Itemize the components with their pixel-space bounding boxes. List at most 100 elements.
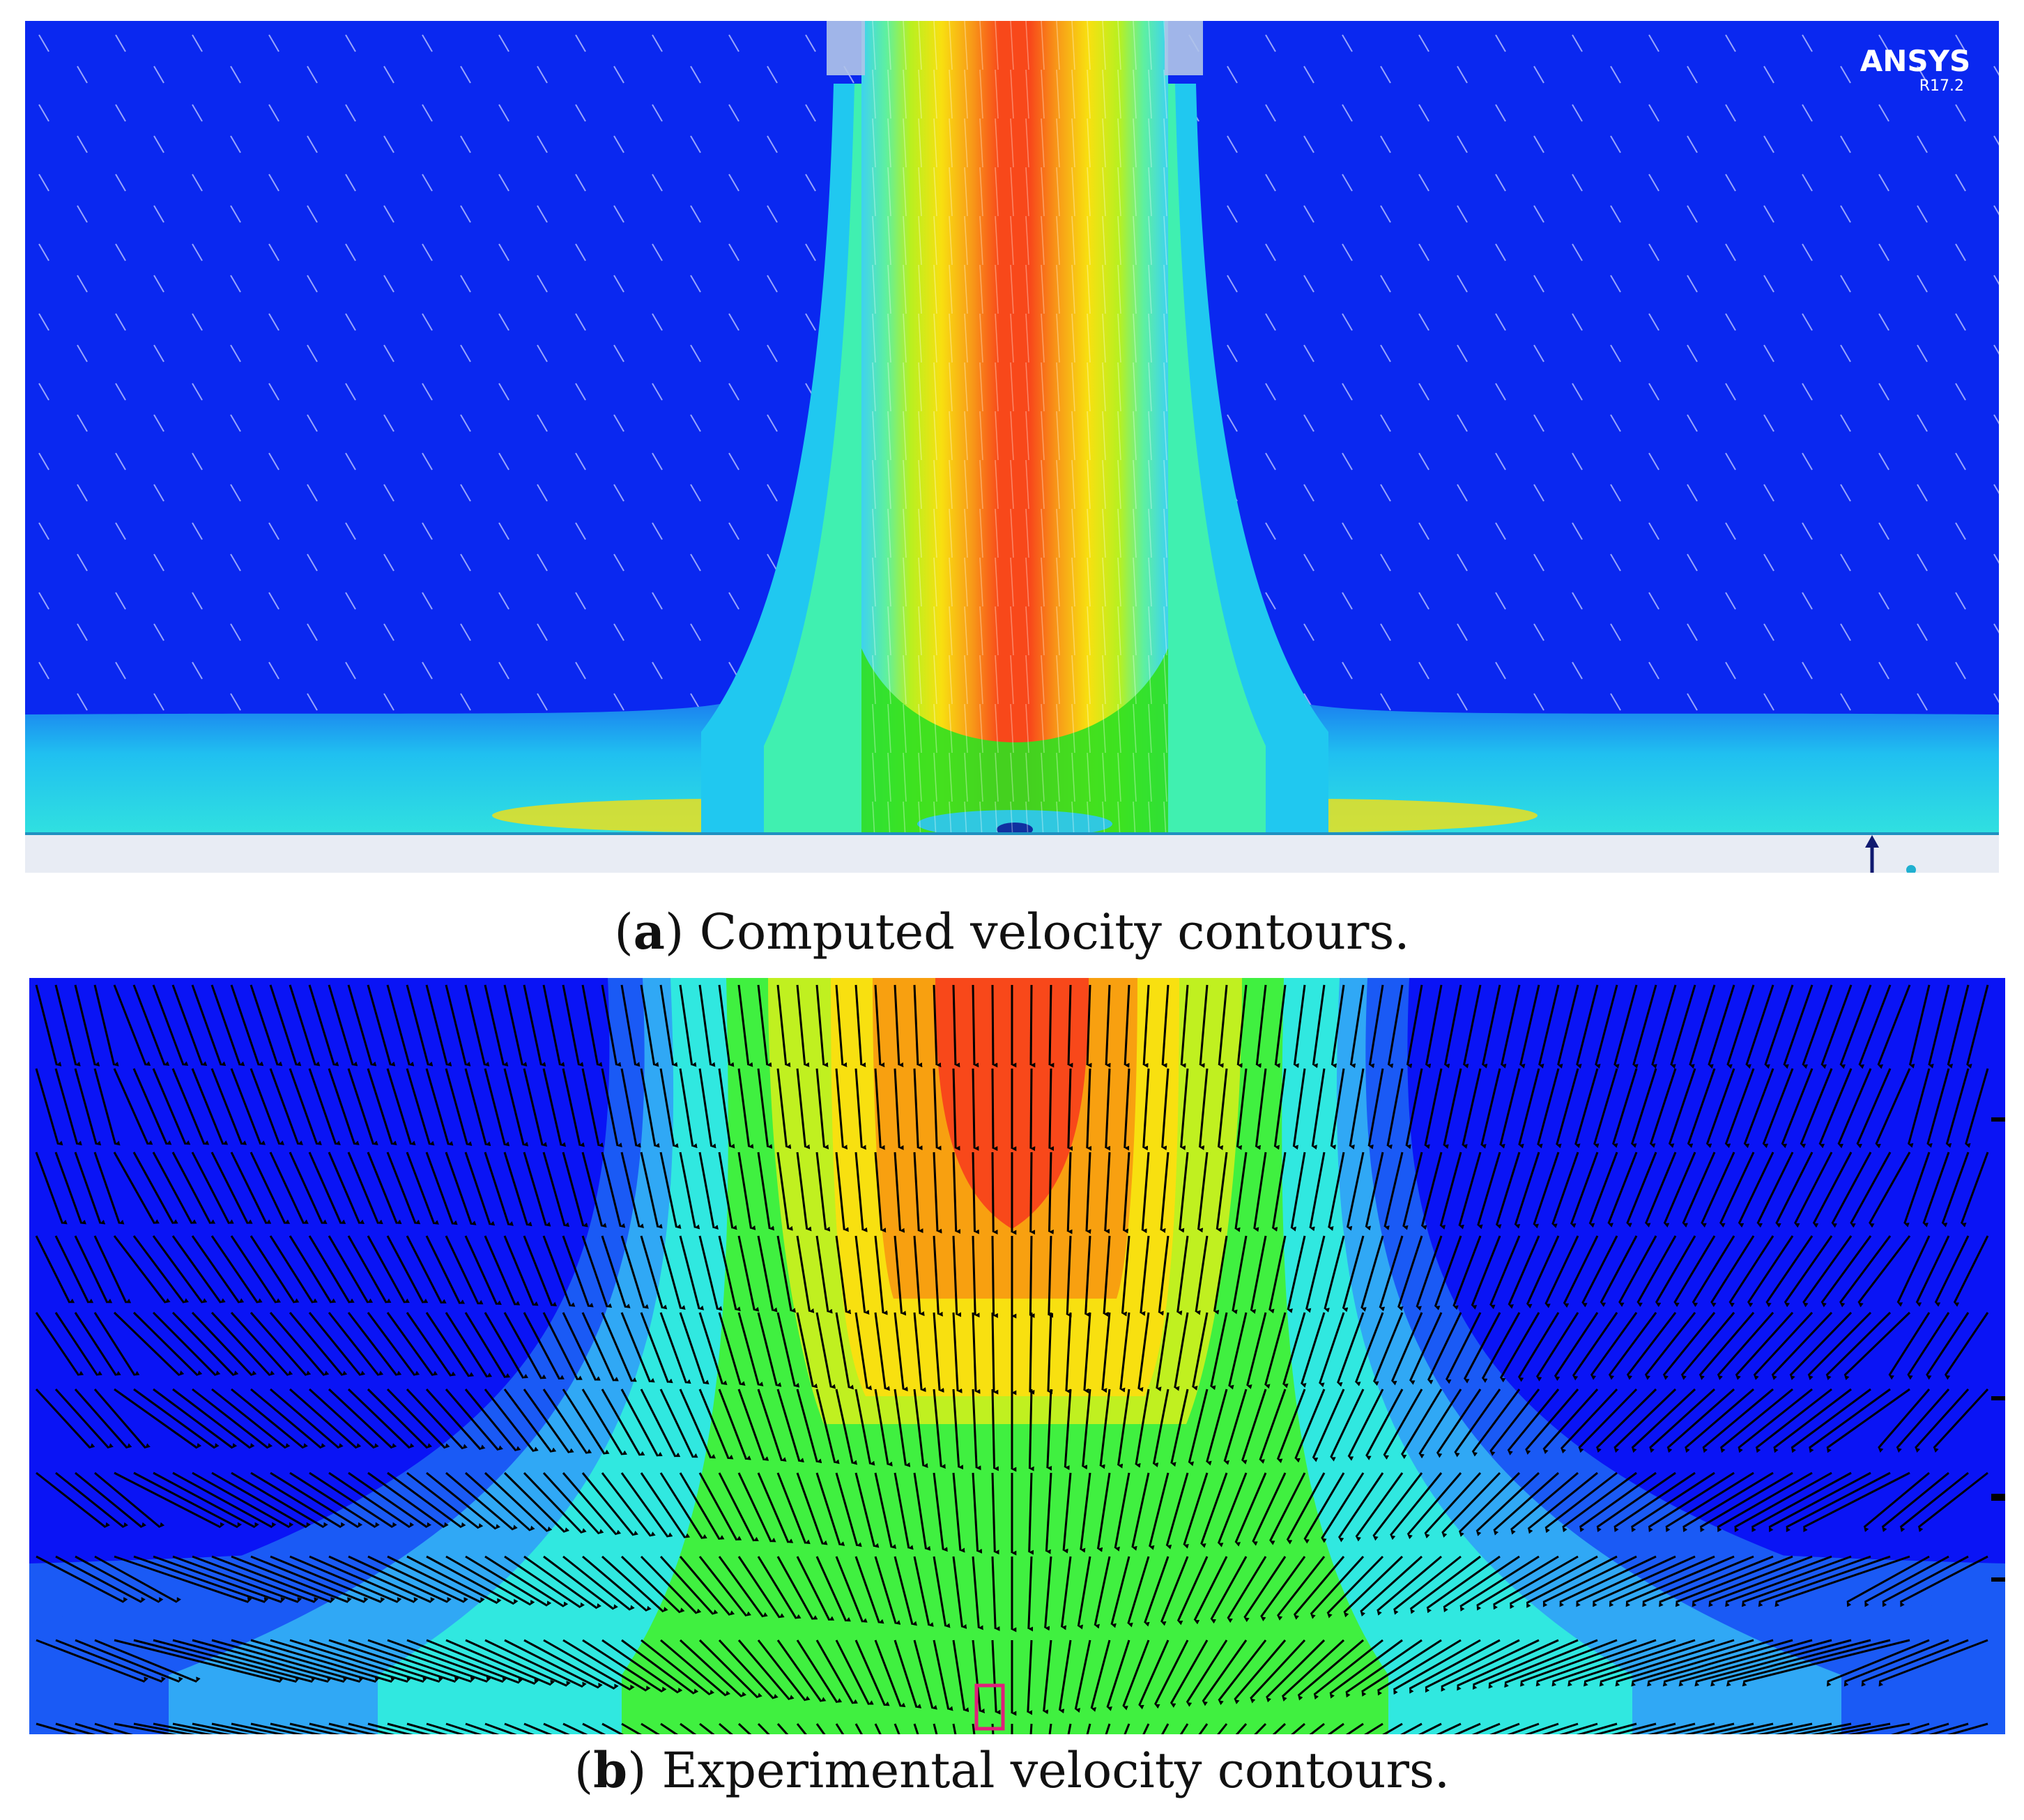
velocity-arrow xyxy=(1271,1152,1287,1232)
velocity-arrow xyxy=(1899,1471,1969,1533)
velocity-arrow xyxy=(698,984,716,1067)
caption-b-letter: b xyxy=(593,1741,628,1799)
velocity-arrow xyxy=(952,984,960,1068)
velocity-arrow xyxy=(854,1472,880,1548)
velocity-arrow xyxy=(1826,1639,1930,1687)
velocity-arrow xyxy=(1138,1639,1170,1710)
velocity-arrow xyxy=(1847,1722,1910,1734)
velocity-arrow xyxy=(1687,1068,1716,1149)
velocity-arrow xyxy=(426,1639,539,1685)
velocity-arrow xyxy=(640,1312,673,1384)
velocity-arrow xyxy=(347,984,377,1066)
velocity-arrow xyxy=(1734,1471,1832,1533)
velocity-arrow xyxy=(1192,1312,1209,1391)
velocity-arrow xyxy=(1418,1389,1462,1459)
velocity-arrow xyxy=(133,1639,300,1683)
velocity-arrow xyxy=(1234,1472,1267,1547)
velocity-arrow xyxy=(1820,984,1853,1069)
velocity-arrow xyxy=(835,1312,854,1390)
velocity-arrow xyxy=(913,1068,923,1151)
velocity-arrow xyxy=(1312,1389,1345,1462)
velocity-arrow xyxy=(854,1389,875,1466)
velocity-arrow xyxy=(1131,1472,1150,1551)
velocity-arrow xyxy=(269,1068,303,1145)
velocity-arrow xyxy=(835,1472,862,1547)
velocity-arrow xyxy=(1186,1639,1228,1707)
velocity-arrow xyxy=(835,1235,852,1315)
velocity-arrow xyxy=(75,1555,164,1603)
velocity-arrow xyxy=(1436,1389,1482,1458)
velocity-arrow xyxy=(210,1152,253,1224)
velocity-arrow xyxy=(1684,1388,1754,1453)
velocity-arrow xyxy=(1593,1722,1637,1734)
velocity-arrow xyxy=(1210,1312,1228,1391)
velocity-arrow xyxy=(1232,1235,1248,1315)
velocity-arrow xyxy=(1028,1472,1034,1555)
velocity-arrow xyxy=(1583,1639,1715,1687)
velocity-arrow xyxy=(1048,1068,1055,1152)
velocity-arrow xyxy=(1328,1152,1345,1231)
velocity-arrow xyxy=(1105,1068,1111,1151)
velocity-arrow xyxy=(1710,1639,1871,1687)
velocity-arrow xyxy=(1459,1555,1540,1612)
velocity-arrow xyxy=(1791,1388,1871,1453)
velocity-arrow xyxy=(94,1471,165,1529)
velocity-arrow xyxy=(1538,984,1560,1069)
velocity-arrow xyxy=(1915,1235,1950,1307)
velocity-arrow xyxy=(367,1639,491,1683)
velocity-arrow xyxy=(230,1068,266,1145)
velocity-arrow xyxy=(641,1639,715,1696)
velocity-arrow xyxy=(815,1389,840,1465)
velocity-arrow xyxy=(1210,1556,1248,1624)
velocity-arrow xyxy=(308,1312,366,1377)
velocity-arrow xyxy=(1402,1152,1423,1230)
velocity-arrow xyxy=(1188,1389,1209,1467)
velocity-arrow xyxy=(113,1152,160,1225)
velocity-arrow xyxy=(35,1235,75,1303)
velocity-arrow xyxy=(464,1389,521,1452)
velocity-arrow xyxy=(1471,1722,1501,1734)
velocity-arrow xyxy=(581,1472,638,1536)
velocity-arrow xyxy=(1250,1639,1306,1704)
velocity-arrow xyxy=(659,1555,719,1615)
velocity-arrow xyxy=(270,1471,363,1529)
caption-panel-b: (b) Experimental velocity contours. xyxy=(574,1741,1450,1799)
velocity-arrow xyxy=(1735,1311,1794,1380)
velocity-arrow xyxy=(192,1722,250,1734)
velocity-arrow xyxy=(815,984,829,1067)
velocity-arrow xyxy=(153,1639,316,1683)
velocity-arrow xyxy=(835,1068,848,1150)
velocity-arrow xyxy=(1705,1068,1735,1149)
velocity-arrow xyxy=(289,1152,328,1224)
velocity-arrow xyxy=(874,1472,897,1550)
velocity-arrow xyxy=(1365,1389,1404,1460)
velocity-arrow xyxy=(172,1471,277,1529)
velocity-arrow xyxy=(386,1388,450,1449)
velocity-arrow xyxy=(601,1639,683,1694)
velocity-arrow xyxy=(854,1556,884,1624)
velocity-arrow xyxy=(874,1312,890,1391)
velocity-arrow xyxy=(776,1235,796,1313)
velocity-arrow xyxy=(581,1152,607,1228)
velocity-arrow xyxy=(191,984,227,1066)
velocity-arrow xyxy=(1829,1722,1891,1734)
velocity-arrow xyxy=(94,1555,181,1603)
velocity-arrow xyxy=(1454,1722,1481,1734)
velocity-arrow xyxy=(1142,984,1150,1068)
velocity-arrow xyxy=(289,1068,322,1145)
velocity-arrow xyxy=(1613,1388,1677,1453)
velocity-arrow xyxy=(445,1235,484,1305)
velocity-arrow xyxy=(54,1152,86,1225)
velocity-arrow xyxy=(1784,1235,1833,1308)
velocity-arrow xyxy=(1326,1555,1384,1619)
velocity-arrow xyxy=(1110,1556,1130,1628)
velocity-arrow xyxy=(1899,1555,1988,1607)
velocity-arrow xyxy=(367,1312,420,1376)
velocity-arrow xyxy=(757,1389,787,1462)
velocity-arrow xyxy=(1227,1556,1267,1623)
velocity-arrow xyxy=(1067,1068,1073,1152)
velocity-arrow xyxy=(601,1722,624,1734)
velocity-arrow xyxy=(757,1722,770,1734)
velocity-arrow xyxy=(192,1471,294,1529)
velocity-arrow xyxy=(1305,1235,1326,1313)
